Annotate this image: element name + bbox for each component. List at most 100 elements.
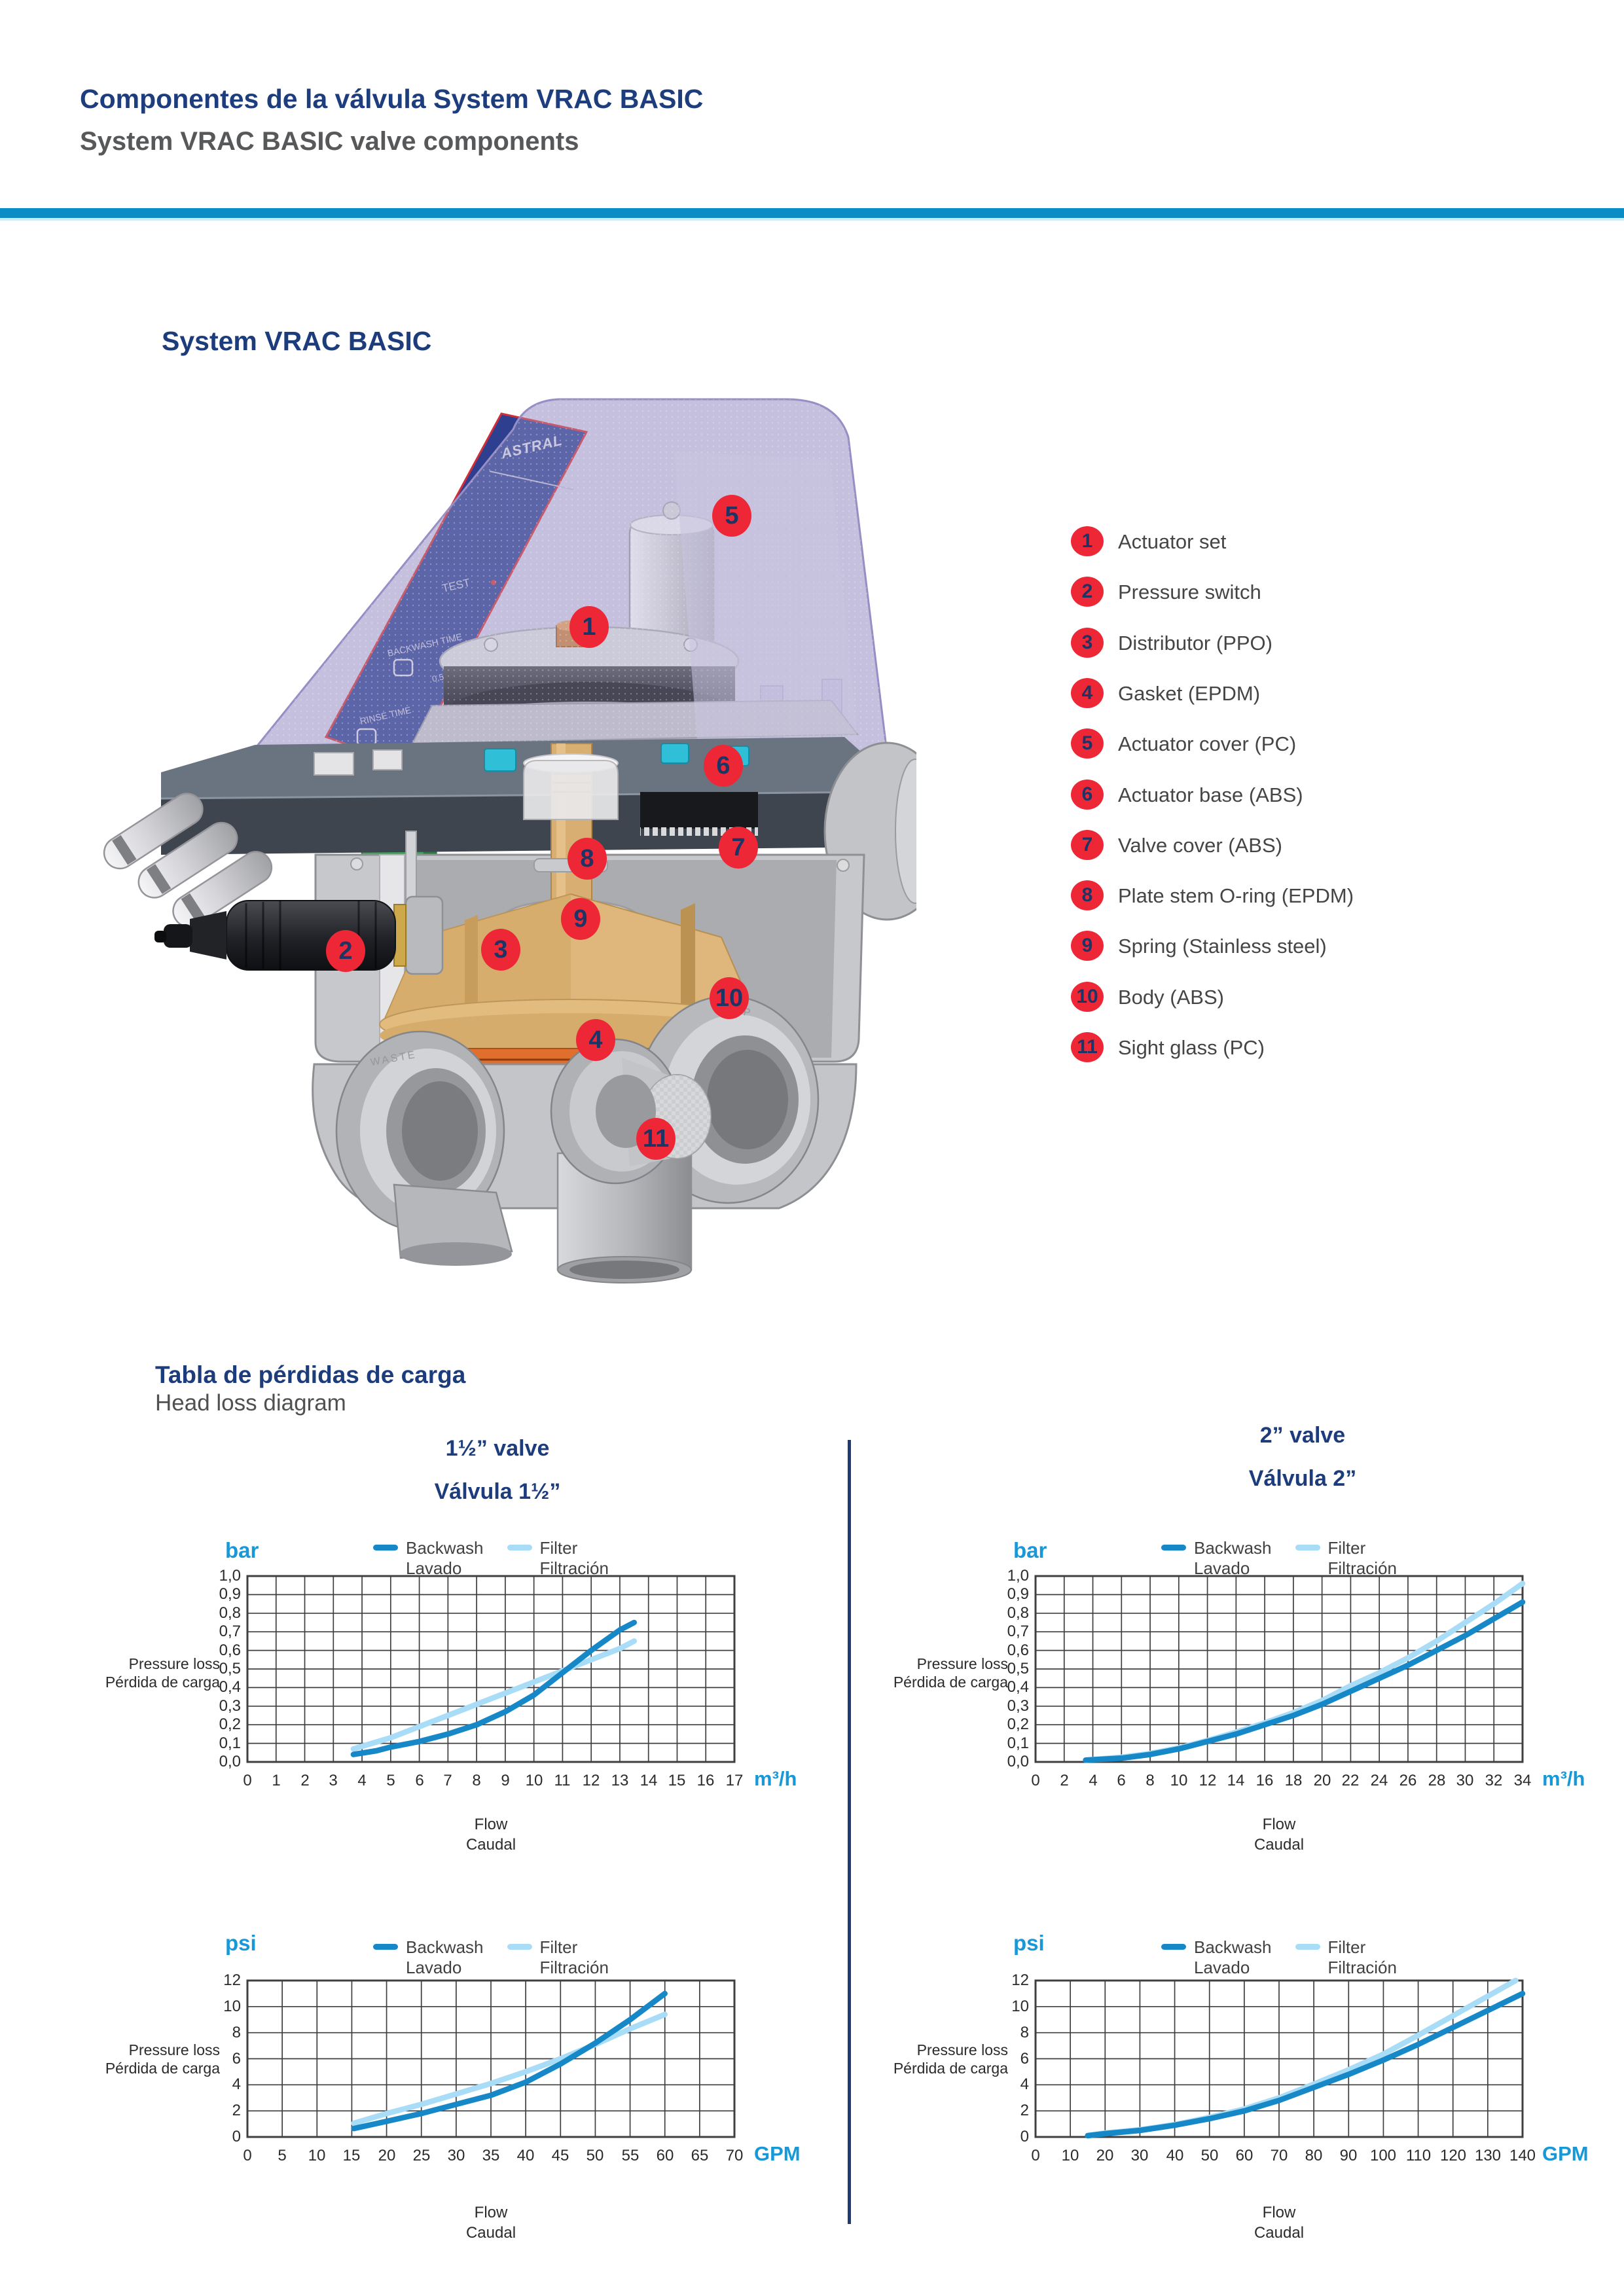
section-title: System VRAC BASIC <box>162 326 432 356</box>
diagram-callout-3: 3 <box>481 929 520 971</box>
chart-legend-text-filter: Filter Filtración <box>1327 1538 1397 1578</box>
chart-legend-entry-filter: Filter Filtración <box>507 1538 609 1579</box>
diagram-callout-4: 4 <box>576 1019 615 1061</box>
valve-body-illustration: WASTE TOP <box>312 995 857 1283</box>
backwash-curve-valve15-psi <box>351 1990 668 2132</box>
x-tick-label: 10 <box>308 2147 326 2164</box>
x-tick-label: 0 <box>243 1772 252 1789</box>
x-tick-label: 70 <box>725 2147 744 2164</box>
legend-item-label: Spring (Stainless steel) <box>1118 935 1327 958</box>
legend-item-label: Body (ABS) <box>1118 986 1224 1009</box>
backwash-curve-valve2-bar <box>1083 1599 1526 1763</box>
y-tick-label: 0,0 <box>219 1753 241 1770</box>
x-axis-unit-valve2-psi: GPM <box>1542 2142 1589 2165</box>
legend-item-label: Actuator base (ABS) <box>1118 783 1303 806</box>
x-tick-label: 8 <box>472 1772 481 1789</box>
component-legend: 1 Actuator set 2 Pressure switch 3 Distributo… <box>1071 526 1477 1089</box>
legend-number-badge: 4 <box>1071 678 1104 708</box>
y-tick-label: 0,4 <box>219 1678 241 1696</box>
page-title-en: System VRAC BASIC valve components <box>80 127 579 156</box>
legend-number-badge: 7 <box>1071 830 1104 860</box>
chart-legend-valve2-bar: Backwash Lavado Filter Filtración <box>1036 1538 1523 1579</box>
x-tick-label: 6 <box>1117 1772 1126 1789</box>
pressure-loss-label: Pressure loss Pérdida de carga <box>893 1655 1008 1691</box>
y-tick-label: 0,9 <box>219 1585 241 1603</box>
x-tick-label: 16 <box>696 1772 715 1789</box>
y-tick-label: 0,8 <box>219 1604 241 1622</box>
x-tick-label: 18 <box>1284 1772 1303 1789</box>
chart-plot-valve15-bar <box>246 1575 736 1763</box>
chart-legend-text-filter: Filter Filtración <box>539 1538 609 1578</box>
chart-legend-text-filter: Filter Filtración <box>1327 1937 1397 1977</box>
legend-number-badge: 2 <box>1071 577 1104 607</box>
diagram-callout-2: 2 <box>326 930 365 972</box>
x-tick-label: 7 <box>443 1772 452 1789</box>
x-tick-label: 2 <box>300 1772 310 1789</box>
x-tick-label: 90 <box>1339 2147 1358 2164</box>
column-divider <box>848 1440 851 2224</box>
x-tick-label: 20 <box>378 2147 396 2164</box>
x-axis-unit-valve15-psi: GPM <box>754 2142 801 2165</box>
y-tick-label: 10 <box>223 1998 241 2015</box>
y-tick-label: 2 <box>1020 2102 1029 2119</box>
x-tick-label: 22 <box>1341 1772 1360 1789</box>
flow-label: Flow Caudal <box>1254 1816 1305 1854</box>
diagram-callout-1: 1 <box>569 606 609 648</box>
column-title-right-es: Válvula 2” <box>1248 1466 1357 1491</box>
x-tick-label: 4 <box>357 1772 367 1789</box>
x-tick-label: 8 <box>1146 1772 1155 1789</box>
legend-item-label: Pressure switch <box>1118 581 1261 603</box>
diagram-callout-6: 6 <box>704 745 743 787</box>
y-tick-label: 6 <box>1020 2050 1029 2068</box>
pressure-loss-label: Pressure loss Pérdida de carga <box>893 2041 1008 2077</box>
x-tick-label: 34 <box>1513 1772 1532 1789</box>
y-tick-label: 0,6 <box>1007 1641 1029 1659</box>
filter-curve-valve2-psi <box>1085 1977 1519 2139</box>
backwash-line-swatch <box>1161 1545 1186 1551</box>
x-tick-label: 35 <box>482 2147 500 2164</box>
flow-label: Flow Caudal <box>465 1816 516 1854</box>
x-tick-label: 11 <box>554 1772 571 1789</box>
filter-curve-valve2-bar <box>1083 1581 1526 1763</box>
chart-legend-entry-filter: Filter Filtración <box>507 1937 609 1978</box>
y-tick-label: 0,6 <box>219 1641 241 1659</box>
chart-legend-entry-backwash: Backwash Lavado <box>1161 1538 1272 1579</box>
chart-plot-valve15-psi <box>246 1979 736 2138</box>
y-tick-label: 0,2 <box>219 1715 241 1733</box>
x-tick-label: 24 <box>1370 1772 1388 1789</box>
x-tick-label: 70 <box>1270 2147 1288 2164</box>
legend-number-badge: 5 <box>1071 728 1104 759</box>
filter-line-swatch <box>1295 1944 1320 1950</box>
x-tick-label: 30 <box>1130 2147 1149 2164</box>
chart-legend-valve2-psi: Backwash Lavado Filter Filtración <box>1036 1937 1523 1978</box>
charts-heading-en: Head loss diagram <box>155 1390 346 1416</box>
x-tick-label: 130 <box>1474 2147 1502 2164</box>
x-tick-label: 15 <box>668 1772 686 1789</box>
chart-legend-valve15-bar: Backwash Lavado Filter Filtración <box>247 1538 734 1579</box>
x-tick-label: 14 <box>1227 1772 1245 1789</box>
y-tick-label: 10 <box>1011 1998 1029 2015</box>
flow-label: Flow Caudal <box>1254 2204 1305 2242</box>
chart-legend-text-filter: Filter Filtración <box>539 1937 609 1977</box>
legend-number-badge: 6 <box>1071 780 1104 810</box>
diagram-callout-5: 5 <box>712 495 751 537</box>
x-tick-label: 0 <box>1031 1772 1040 1789</box>
pressure-loss-label: Pressure loss Pérdida de carga <box>105 2041 220 2077</box>
diagram-callout-10: 10 <box>710 977 749 1019</box>
legend-item-label: Distributor (PPO) <box>1118 632 1272 655</box>
y-tick-label: 4 <box>232 2075 241 2093</box>
backwash-line-swatch <box>373 1545 398 1551</box>
y-tick-label: 12 <box>223 1971 241 1989</box>
x-tick-label: 4 <box>1089 1772 1098 1789</box>
y-tick-label: 4 <box>1020 2075 1029 2093</box>
y-tick-label: 0,5 <box>1007 1660 1029 1677</box>
page-title-es: Componentes de la válvula System VRAC BA… <box>80 84 704 114</box>
legend-item-label: Plate stem O-ring (EPDM) <box>1118 884 1354 907</box>
chart-legend-entry-backwash: Backwash Lavado <box>1161 1937 1272 1978</box>
chart-plot-valve2-psi <box>1034 1977 1526 2139</box>
x-tick-label: 40 <box>516 2147 535 2164</box>
legend-item-label: Gasket (EPDM) <box>1118 682 1261 705</box>
diagram-callout-9: 9 <box>561 898 600 940</box>
column-title-left-es: Válvula 1½” <box>434 1479 561 1504</box>
